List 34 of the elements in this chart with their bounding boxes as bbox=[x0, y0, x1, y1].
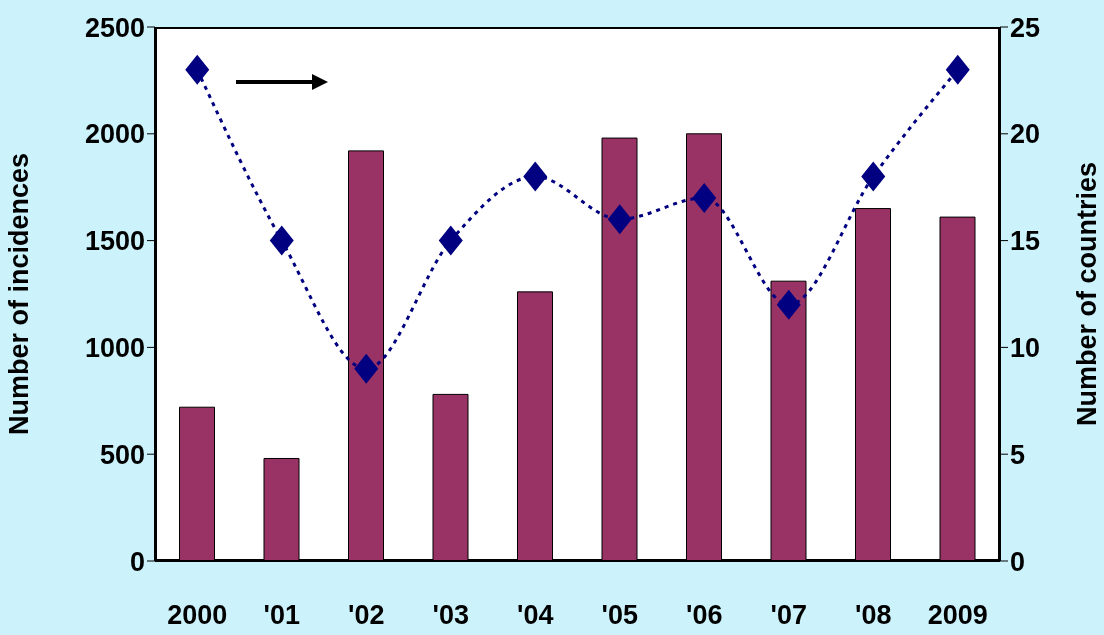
point bbox=[945, 54, 970, 85]
x-tick-label: '05 bbox=[601, 600, 638, 631]
y-tick-label: 1000 bbox=[84, 332, 145, 363]
y2-tick-label: 20 bbox=[1010, 119, 1041, 150]
point bbox=[354, 353, 379, 384]
y-tick-label: 0 bbox=[129, 546, 145, 577]
y2-tick-label: 0 bbox=[1010, 546, 1026, 577]
x-tick-label: '08 bbox=[855, 600, 892, 631]
y-tick-label: 2500 bbox=[84, 12, 145, 43]
point bbox=[185, 54, 210, 85]
x-tick-label: 2009 bbox=[927, 600, 988, 631]
y-tick-label: 500 bbox=[99, 439, 145, 470]
point bbox=[269, 225, 294, 256]
x-tick-label: '03 bbox=[432, 600, 469, 631]
x-tick-label: '06 bbox=[686, 600, 723, 631]
point bbox=[776, 289, 801, 320]
y2-axis-title: Number of countries bbox=[1071, 161, 1102, 427]
y2-tick-label: 5 bbox=[1010, 439, 1026, 470]
y-tick-label: 2000 bbox=[84, 119, 145, 150]
y2-tick-label: 15 bbox=[1010, 226, 1041, 257]
x-tick-label: '07 bbox=[770, 600, 807, 631]
y-axis-title: Number of incidences bbox=[3, 152, 34, 436]
point bbox=[607, 204, 632, 235]
point bbox=[861, 161, 886, 192]
y-tick-label: 1500 bbox=[84, 226, 145, 257]
x-tick-label: '04 bbox=[517, 600, 554, 631]
point bbox=[438, 225, 463, 256]
x-tick-label: 2000 bbox=[167, 600, 228, 631]
x-tick-label: '02 bbox=[348, 600, 385, 631]
point bbox=[692, 182, 717, 213]
point bbox=[523, 161, 548, 192]
y2-tick-label: 25 bbox=[1010, 12, 1041, 43]
x-tick-label: '01 bbox=[263, 600, 300, 631]
y2-tick-label: 10 bbox=[1010, 332, 1041, 363]
